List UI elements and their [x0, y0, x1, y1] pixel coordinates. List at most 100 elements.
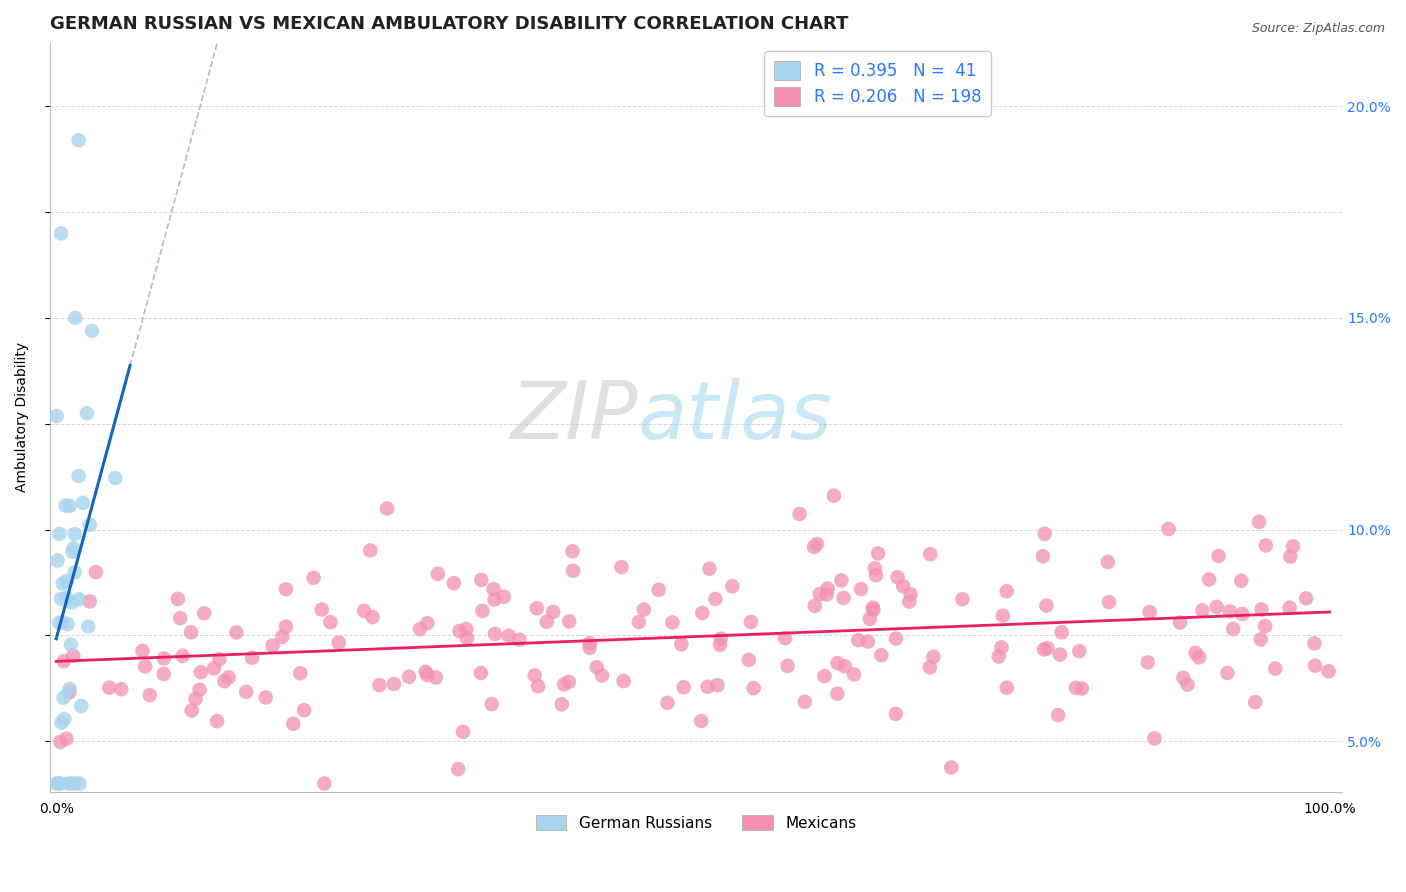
Point: [1032, 549, 1054, 564]
Point: [98, 681, 121, 695]
Point: [553, 677, 575, 691]
Point: [558, 615, 581, 629]
Point: [1264, 662, 1286, 676]
Point: [1070, 681, 1092, 696]
Point: [709, 638, 731, 652]
Point: [987, 649, 1010, 664]
Point: [526, 601, 548, 615]
Point: [1098, 595, 1121, 609]
Point: [846, 633, 869, 648]
Point: [470, 573, 492, 587]
Point: [1188, 650, 1211, 665]
Point: [815, 587, 838, 601]
Point: [1050, 625, 1073, 640]
Point: [188, 682, 211, 697]
Point: [63, 566, 86, 580]
Point: [789, 507, 811, 521]
Point: [891, 579, 914, 593]
Point: [62, 541, 84, 556]
Point: [451, 724, 474, 739]
Point: [704, 591, 727, 606]
Point: [449, 624, 471, 638]
Point: [1244, 695, 1267, 709]
Point: [1222, 622, 1244, 636]
Point: [1033, 642, 1056, 657]
Point: [991, 608, 1014, 623]
Point: [471, 604, 494, 618]
Point: [1177, 678, 1199, 692]
Point: [856, 634, 879, 648]
Point: [49, 227, 72, 241]
Point: [536, 615, 558, 629]
Point: [990, 640, 1012, 655]
Point: [409, 622, 432, 636]
Point: [862, 603, 884, 617]
Point: [225, 625, 247, 640]
Point: [283, 716, 305, 731]
Point: [868, 546, 890, 560]
Point: [1254, 538, 1277, 552]
Point: [918, 660, 941, 674]
Point: [52, 654, 75, 668]
Point: [806, 537, 828, 551]
Point: [541, 605, 564, 619]
Point: [1069, 644, 1091, 658]
Point: [1317, 665, 1340, 679]
Point: [398, 670, 420, 684]
Point: [995, 681, 1018, 695]
Point: [613, 674, 636, 689]
Point: [1208, 549, 1230, 563]
Point: [67, 469, 90, 483]
Point: [59, 681, 82, 696]
Point: [1035, 599, 1057, 613]
Point: [849, 582, 872, 596]
Point: [139, 688, 162, 702]
Point: [898, 594, 921, 608]
Point: [79, 594, 101, 608]
Point: [647, 582, 669, 597]
Point: [416, 668, 439, 682]
Point: [793, 695, 815, 709]
Text: ZIP: ZIP: [510, 378, 638, 457]
Point: [561, 544, 583, 558]
Point: [823, 489, 845, 503]
Legend: German Russians, Mexicans: German Russians, Mexicans: [530, 808, 862, 837]
Point: [1036, 641, 1059, 656]
Point: [633, 602, 655, 616]
Point: [314, 776, 336, 790]
Point: [190, 665, 212, 679]
Point: [830, 574, 852, 588]
Point: [302, 571, 325, 585]
Point: [834, 659, 856, 673]
Point: [456, 622, 478, 636]
Point: [1216, 666, 1239, 681]
Point: [1173, 671, 1195, 685]
Point: [1139, 605, 1161, 619]
Point: [886, 570, 908, 584]
Point: [62, 648, 84, 663]
Point: [52, 576, 75, 591]
Point: [55, 731, 77, 746]
Point: [110, 682, 132, 697]
Point: [1303, 636, 1326, 650]
Point: [72, 496, 94, 510]
Point: [51, 715, 73, 730]
Point: [59, 499, 82, 513]
Point: [1250, 602, 1272, 616]
Point: [1247, 515, 1270, 529]
Point: [922, 649, 945, 664]
Point: [808, 587, 831, 601]
Point: [319, 615, 342, 630]
Point: [742, 681, 765, 695]
Point: [382, 677, 405, 691]
Point: [416, 616, 439, 631]
Point: [271, 630, 294, 644]
Point: [1205, 599, 1227, 614]
Point: [45, 776, 67, 790]
Point: [551, 698, 574, 712]
Point: [484, 627, 506, 641]
Point: [558, 674, 581, 689]
Point: [58, 685, 80, 699]
Point: [208, 652, 231, 666]
Text: atlas: atlas: [638, 378, 832, 457]
